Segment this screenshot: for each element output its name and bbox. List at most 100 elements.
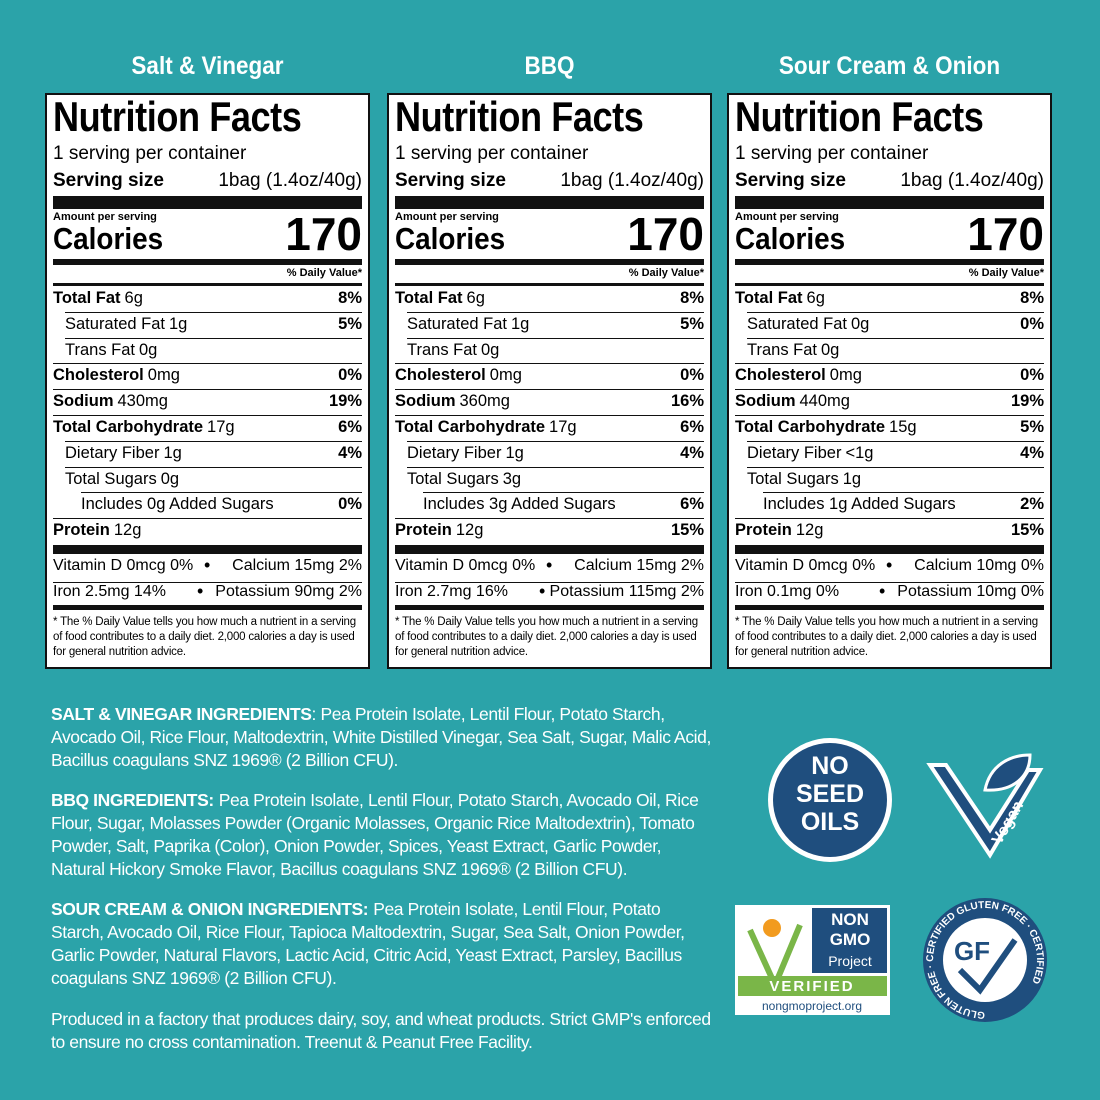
nutrient-name: Total Sugars xyxy=(65,469,157,488)
nutrient-name: Total Carbohydrate xyxy=(395,418,546,436)
nutrient-amount: 12g xyxy=(113,521,142,540)
nutrient-row: Dietary Fiber <1g xyxy=(747,444,873,463)
rule xyxy=(735,605,1044,610)
row-rule xyxy=(735,363,1044,365)
row-rule xyxy=(53,415,362,416)
dv-header: % Daily Value* xyxy=(628,267,704,279)
row-rule xyxy=(407,466,704,468)
calories-label: Calories xyxy=(735,221,846,256)
row-rule xyxy=(53,363,362,365)
nutrient-name: Protein xyxy=(395,521,452,540)
row-rule xyxy=(65,440,362,442)
nutrient-name: Saturated Fat xyxy=(65,314,165,333)
vitamin: Calcium 15mg 2% xyxy=(574,557,704,574)
nutrient-amount: 15g xyxy=(889,418,917,436)
panel-title: Nutrition Facts xyxy=(395,93,644,140)
row-rule xyxy=(395,518,704,520)
nutrient-row: Dietary Fiber 1g xyxy=(407,444,524,463)
row-rule xyxy=(65,466,362,468)
nutrient-name: Dietary Fiber xyxy=(747,443,842,462)
nutrient-name: Cholesterol xyxy=(53,366,144,385)
ingredient-paragraph: SALT & VINEGAR INGREDIENTS: Pea Protein … xyxy=(51,703,711,772)
nutrient-amount: 1g xyxy=(510,314,530,333)
rule xyxy=(395,605,704,610)
row-rule xyxy=(747,440,1044,442)
serving-size-label: Serving size xyxy=(53,170,164,191)
nutrient-name: Dietary Fiber xyxy=(65,443,160,462)
nutrient-row: Total Carbohydrate 17g xyxy=(395,418,577,437)
rule xyxy=(53,196,362,209)
servings: 1 serving per container xyxy=(735,143,929,164)
daily-value: 8% xyxy=(338,289,362,307)
ingredient-heading: BBQ INGREDIENTS: xyxy=(51,790,214,810)
daily-value: 8% xyxy=(680,289,704,307)
nutrient-name: Sodium xyxy=(395,392,456,411)
calories-label: Calories xyxy=(395,221,506,256)
row-rule xyxy=(407,440,704,442)
nutrient-name: Total Fat xyxy=(735,289,803,307)
nutrient-name: Total Fat xyxy=(395,289,463,307)
daily-value: 16% xyxy=(670,392,704,411)
nutrient-amount: 1g xyxy=(163,443,182,462)
vitamin: Potassium 115mg 2% xyxy=(549,583,704,600)
daily-value: 6% xyxy=(680,418,704,436)
nutrient-row: Cholesterol 0mg xyxy=(53,366,180,385)
vitamin: Iron 2.7mg 16% xyxy=(395,583,508,600)
nutrient-row: Total Fat 6g xyxy=(53,289,143,308)
rule xyxy=(53,605,362,610)
nutrient-name: Total Fat xyxy=(53,289,121,307)
bullet-dot: • xyxy=(546,555,553,575)
serving-size: 1bag (1.4oz/40g) xyxy=(560,170,704,191)
nutrient-row: Saturated Fat 0g xyxy=(747,315,869,334)
badge-text: GF xyxy=(954,936,990,966)
vitamin: Calcium 10mg 0% xyxy=(914,557,1044,574)
rule xyxy=(53,582,362,583)
nutrition-panel: Nutrition Facts 1 serving per container Se… xyxy=(387,93,712,669)
row-rule xyxy=(763,492,1044,494)
daily-value: 0% xyxy=(1020,314,1044,333)
daily-value: 2% xyxy=(1020,495,1044,514)
rule xyxy=(395,196,704,209)
row-rule xyxy=(407,337,704,339)
panel-title: Nutrition Facts xyxy=(53,93,302,140)
nutrient-row: Trans Fat 0g xyxy=(65,341,157,360)
flavor-name: Salt & Vinegar xyxy=(131,52,284,80)
nutrient-row: Includes 0g Added Sugars xyxy=(81,495,274,514)
nutrient-name: Saturated Fat xyxy=(747,314,847,333)
row-rule xyxy=(65,311,362,313)
row-rule xyxy=(395,363,704,365)
badge-text: VERIFIED xyxy=(769,978,854,995)
row-rule xyxy=(395,389,704,391)
nutrient-row: Total Fat 6g xyxy=(395,289,485,308)
rule xyxy=(53,283,362,286)
nutrient-name: Total Sugars xyxy=(407,469,499,488)
no-seed-oils-badge: NO SEED OILS xyxy=(768,738,892,862)
row-rule xyxy=(747,466,1044,468)
nutrient-name: Protein xyxy=(735,521,792,540)
badge-text: GMO xyxy=(830,930,871,949)
rule xyxy=(53,545,362,554)
rule xyxy=(395,545,704,554)
nutrient-row: Total Carbohydrate 17g xyxy=(53,418,235,437)
bullet-dot: • xyxy=(886,555,893,575)
nutrient-name: Includes 0g Added Sugars xyxy=(81,495,274,514)
ingredient-paragraph: SOUR CREAM & ONION INGREDIENTS: Pea Prote… xyxy=(51,898,711,990)
footnote: * The % Daily Value tells you how much a… xyxy=(735,616,1038,658)
flavor-name: BBQ xyxy=(524,52,575,80)
daily-value: 5% xyxy=(1020,418,1044,436)
row-rule xyxy=(735,415,1044,416)
vitamin: Iron 0.1mg 0% xyxy=(735,583,840,600)
daily-value: 6% xyxy=(680,495,704,514)
nutrient-amount: <1g xyxy=(845,443,874,462)
badge-text: NO xyxy=(811,752,849,780)
nutrient-row: Includes 3g Added Sugars xyxy=(423,495,616,514)
daily-value: 0% xyxy=(1020,366,1044,385)
nutrient-name: Total Carbohydrate xyxy=(53,418,204,436)
rule xyxy=(735,582,1044,583)
ingredient-paragraph: BBQ INGREDIENTS: Pea Protein Isolate, Len… xyxy=(51,789,711,881)
nutrition-panel: Nutrition Facts 1 serving per container Se… xyxy=(45,93,370,669)
daily-value: 19% xyxy=(1010,392,1044,411)
daily-value: 6% xyxy=(338,418,362,436)
calories: 170 xyxy=(967,208,1044,260)
